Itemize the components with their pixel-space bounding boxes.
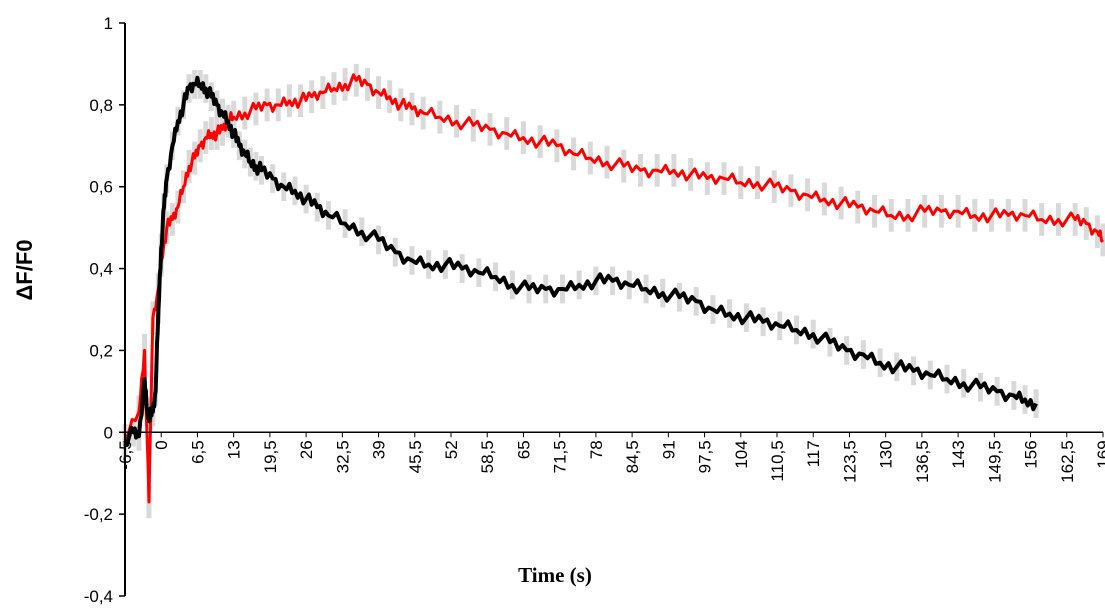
y-axis-title: ΔF/F0 bbox=[12, 239, 37, 300]
x-tick-label: 117 bbox=[804, 440, 823, 467]
y-tick-label: 0,6 bbox=[89, 178, 113, 197]
x-tick-label: 169 bbox=[1094, 440, 1105, 468]
x-tick-label: 156 bbox=[1022, 440, 1041, 468]
x-tick-label: 0 bbox=[152, 440, 171, 449]
x-tick-label: 65 bbox=[514, 440, 533, 459]
x-tick-label: 97,5 bbox=[696, 440, 715, 473]
x-tick-label: 45,5 bbox=[406, 440, 425, 473]
y-tick-label: 1 bbox=[104, 14, 113, 33]
x-tick-label: 71,5 bbox=[551, 440, 570, 473]
x-tick-label: 162,5 bbox=[1058, 440, 1077, 483]
x-tick-label: 19,5 bbox=[261, 440, 280, 473]
series-line-1 bbox=[123, 73, 1104, 504]
y-tick-label: 0,8 bbox=[89, 96, 113, 115]
axes bbox=[124, 23, 1103, 596]
x-tick-label: 149,5 bbox=[985, 440, 1004, 483]
x-tick-label: 52 bbox=[442, 440, 461, 459]
y-tick-label: -0,2 bbox=[84, 505, 113, 524]
x-tick-label: 13 bbox=[225, 440, 244, 459]
x-tick-label: 123,5 bbox=[840, 440, 859, 483]
x-tick-label: 39 bbox=[370, 440, 389, 459]
x-tick-label: 32,5 bbox=[333, 440, 352, 473]
x-tick-label: 58,5 bbox=[478, 440, 497, 473]
x-tick-label: 143 bbox=[949, 440, 968, 468]
x-tick-label: 26 bbox=[297, 440, 316, 459]
y-tick-label: 0 bbox=[104, 423, 113, 442]
series-lines bbox=[123, 73, 1104, 504]
x-tick-label: 6,5 bbox=[188, 440, 207, 464]
x-ticks: -6,5 0 6,5 13 19,5 26 32,5 39 45,5 52 58,5 65 71,5 78… bbox=[116, 432, 1105, 483]
x-tick-label: 84,5 bbox=[623, 440, 642, 473]
x-tick-label: -6,5 bbox=[116, 440, 135, 469]
x-tick-label: 136,5 bbox=[913, 440, 932, 483]
y-ticks: 1 0,8 0,6 0,4 0,2 0 -0,2 -0,4 bbox=[84, 14, 125, 606]
series-line-2 bbox=[123, 75, 1038, 447]
x-axis-title: Time (s) bbox=[518, 563, 592, 587]
x-tick-label: 78 bbox=[587, 440, 606, 459]
y-tick-label: 0,2 bbox=[89, 341, 113, 360]
x-tick-label: 104 bbox=[732, 440, 751, 468]
y-tick-label: -0,4 bbox=[84, 587, 113, 606]
x-tick-label: 130 bbox=[877, 440, 896, 468]
x-tick-label: 91 bbox=[659, 440, 678, 459]
y-tick-label: 0,4 bbox=[89, 260, 113, 279]
x-tick-label: 110,5 bbox=[768, 440, 787, 481]
